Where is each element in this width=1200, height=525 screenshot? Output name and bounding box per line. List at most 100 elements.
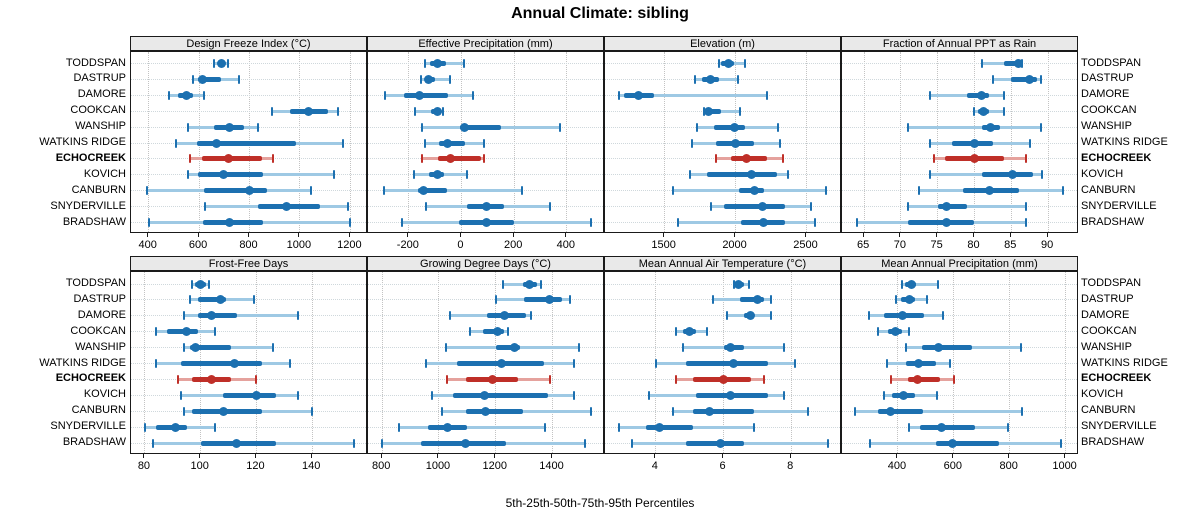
panel-header: Elevation (m) bbox=[604, 36, 841, 51]
whisker-cap-5th bbox=[929, 138, 932, 148]
median-dot bbox=[481, 406, 491, 416]
whisker-cap-95th bbox=[568, 295, 571, 305]
median-dot bbox=[977, 90, 987, 100]
axis-tick-label: 200 bbox=[503, 239, 523, 251]
panel-header: Growing Degree Days (°C) bbox=[367, 256, 604, 271]
whisker-cap-5th bbox=[618, 90, 621, 100]
panel-plot bbox=[841, 51, 1078, 233]
axis-tick-label: 600 bbox=[943, 460, 962, 472]
range-25-75 bbox=[197, 172, 264, 178]
site-label-left: COOKCAN bbox=[70, 324, 126, 337]
median-dot bbox=[986, 122, 996, 132]
median-dot bbox=[891, 327, 901, 337]
whisker-cap-5th bbox=[430, 390, 433, 400]
whisker-cap-95th bbox=[908, 327, 911, 337]
median-dot bbox=[1014, 59, 1024, 68]
axis-tick bbox=[972, 233, 974, 237]
gridline-vertical bbox=[311, 272, 313, 453]
median-dot bbox=[731, 138, 741, 148]
whisker-cap-95th bbox=[572, 390, 575, 400]
range-5-95 bbox=[703, 109, 740, 113]
median-dot bbox=[545, 295, 555, 305]
whisker-cap-5th bbox=[182, 406, 185, 416]
median-dot bbox=[482, 202, 491, 212]
whisker-cap-5th bbox=[973, 106, 976, 116]
gridline-horizontal bbox=[842, 63, 1077, 64]
range-25-75 bbox=[465, 408, 523, 414]
median-dot bbox=[442, 422, 452, 432]
median-dot bbox=[914, 359, 924, 368]
median-dot bbox=[984, 186, 994, 196]
range-25-75 bbox=[189, 345, 232, 351]
median-dot bbox=[424, 74, 434, 84]
whisker-cap-5th bbox=[146, 186, 149, 196]
median-dot bbox=[488, 374, 498, 384]
median-dot bbox=[725, 343, 735, 353]
site-label-left: BRADSHAW bbox=[62, 436, 126, 448]
range-25-75 bbox=[878, 408, 924, 414]
median-dot bbox=[978, 106, 988, 116]
axis-tick-label: 800 bbox=[372, 460, 391, 472]
axis-tick-label: 2500 bbox=[793, 239, 818, 251]
median-dot bbox=[496, 359, 506, 368]
whisker-cap-5th bbox=[420, 154, 423, 164]
whisker-cap-95th bbox=[1019, 343, 1022, 353]
whisker-cap-95th bbox=[825, 186, 828, 196]
whisker-cap-95th bbox=[1025, 154, 1027, 164]
gridline-vertical bbox=[381, 272, 383, 453]
site-label-right: WANSHIP bbox=[1081, 120, 1132, 133]
whisker-cap-95th bbox=[766, 90, 769, 100]
site-label-left: DAMORE bbox=[77, 308, 126, 321]
axis-tick bbox=[348, 233, 350, 237]
panel-header: Frost-Free Days bbox=[130, 256, 367, 271]
axis-tick-label: 70 bbox=[893, 239, 906, 251]
whisker-cap-5th bbox=[155, 359, 158, 368]
gridline-horizontal bbox=[842, 283, 1077, 285]
gridline-horizontal bbox=[368, 110, 603, 112]
axis-tick-label: 4 bbox=[651, 460, 658, 472]
median-dot bbox=[752, 295, 762, 305]
axis-tick-label: 400 bbox=[556, 239, 575, 251]
gridline-horizontal bbox=[368, 158, 603, 160]
axis-tick bbox=[654, 454, 656, 458]
axis-tick-label: 65 bbox=[856, 239, 870, 251]
axis-tick bbox=[437, 454, 439, 458]
whisker-cap-95th bbox=[793, 359, 796, 368]
axis-tick-label: 140 bbox=[302, 460, 321, 472]
range-25-75 bbox=[935, 440, 999, 446]
whisker-cap-5th bbox=[186, 170, 189, 180]
site-label-left: DASTRUP bbox=[73, 292, 126, 305]
median-dot bbox=[215, 295, 225, 305]
site-label-right: WATKINS RIDGE bbox=[1081, 356, 1168, 369]
median-dot bbox=[459, 122, 469, 132]
whisker-cap-95th bbox=[238, 74, 241, 84]
axis-tick bbox=[512, 233, 514, 237]
gridline-horizontal bbox=[842, 331, 1077, 333]
whisker-cap-95th bbox=[208, 279, 211, 289]
median-dot bbox=[281, 202, 291, 212]
site-label-right: KOVICH bbox=[1081, 167, 1124, 180]
median-dot bbox=[181, 90, 191, 100]
site-label-right: WATKINS RIDGE bbox=[1081, 136, 1168, 148]
median-dot bbox=[182, 327, 192, 337]
range-25-75 bbox=[686, 361, 768, 366]
median-dot bbox=[196, 279, 206, 289]
whisker-cap-95th bbox=[814, 218, 817, 227]
whisker-cap-95th bbox=[736, 74, 739, 84]
gridline-vertical bbox=[664, 52, 666, 232]
gridline-horizontal bbox=[605, 283, 840, 285]
site-label-right: COOKCAN bbox=[1081, 104, 1137, 117]
median-dot bbox=[886, 406, 896, 416]
axis-tick-label: 400 bbox=[138, 239, 157, 251]
median-dot bbox=[251, 390, 261, 400]
whisker-cap-5th bbox=[677, 218, 680, 227]
whisker-cap-5th bbox=[868, 438, 871, 448]
gridline-vertical bbox=[806, 52, 808, 232]
axis-tick bbox=[1064, 454, 1066, 458]
median-dot bbox=[729, 122, 739, 132]
median-dot bbox=[897, 311, 907, 321]
whisker-cap-5th bbox=[155, 327, 158, 337]
site-label-right: TODDSPAN bbox=[1081, 56, 1142, 69]
range-5-95 bbox=[908, 125, 1041, 129]
